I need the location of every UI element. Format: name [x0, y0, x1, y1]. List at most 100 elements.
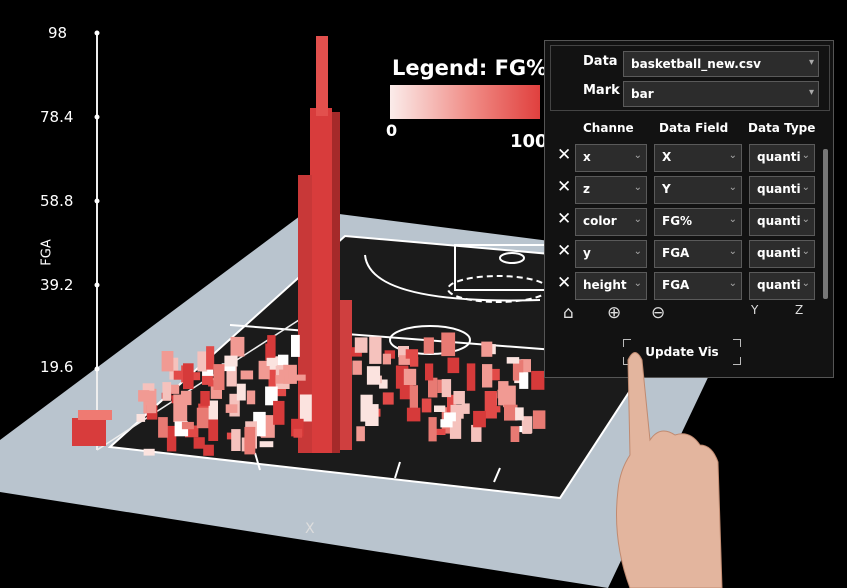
- y-tick-58: 58.8: [40, 192, 74, 210]
- court-bar: [466, 363, 476, 391]
- court-bar: [166, 425, 177, 452]
- type-value: quanti: [757, 182, 801, 196]
- chevron-down-icon: ⌄: [801, 278, 810, 289]
- channel-value: z: [583, 182, 590, 196]
- court-bar: [143, 448, 155, 456]
- channel-select-x[interactable]: x ⌄: [575, 144, 647, 172]
- court-bar: [236, 383, 246, 401]
- y-tick-39: 39.2: [40, 276, 74, 294]
- origin-cube: [72, 418, 106, 446]
- channel-value: color: [583, 214, 617, 228]
- field-select-x[interactable]: X ⌄: [654, 144, 742, 172]
- court-bar: [421, 398, 432, 413]
- chevron-down-icon: ▾: [808, 87, 814, 98]
- legend-min: 0: [386, 121, 398, 140]
- court-bar: [259, 441, 274, 448]
- court-bar: [225, 404, 238, 413]
- bar-side: [340, 300, 352, 450]
- panel-scrollbar[interactable]: [823, 149, 828, 299]
- basket-ring: [499, 252, 525, 264]
- field-select-color[interactable]: FG% ⌄: [654, 208, 742, 236]
- button-corner: [623, 339, 631, 347]
- court-bar: [268, 369, 280, 389]
- remove-row-y[interactable]: ✕: [557, 241, 572, 261]
- header-data-type: Data Type: [748, 121, 816, 135]
- field-select-height[interactable]: FGA ⌄: [654, 272, 742, 300]
- court-bar: [447, 357, 460, 374]
- court-bar: [265, 386, 278, 406]
- court-bar: [203, 444, 214, 456]
- court-bar: [230, 336, 245, 357]
- court-bar: [294, 374, 306, 381]
- court-bar: [246, 390, 256, 405]
- type-select-height[interactable]: quanti ⌄: [749, 272, 815, 300]
- court-bar: [443, 412, 456, 422]
- data-file-select[interactable]: basketball_new.csv ▾: [623, 51, 819, 77]
- y-tick-dot: [94, 198, 100, 204]
- button-corner: [623, 357, 631, 365]
- remove-row-height[interactable]: ✕: [557, 273, 572, 293]
- court-bar: [490, 368, 500, 381]
- field-value: FG%: [662, 214, 693, 228]
- chevron-down-icon: ⌄: [801, 246, 810, 257]
- chevron-down-icon: ⌄: [633, 246, 642, 257]
- remove-row-x[interactable]: ✕: [557, 145, 572, 165]
- field-value: FGA: [662, 278, 690, 292]
- zoom-in-icon[interactable]: ⊕: [607, 303, 622, 323]
- court-bar: [382, 392, 394, 405]
- zoom-out-icon[interactable]: ⊖: [651, 303, 666, 323]
- rotate-z-icon[interactable]: Z: [795, 303, 804, 317]
- bar-cluster: [136, 332, 546, 456]
- channel-select-y[interactable]: y ⌄: [575, 240, 647, 268]
- remove-row-color[interactable]: ✕: [557, 209, 572, 229]
- config-panel: Data basketball_new.csv ▾ Mark bar ▾ Chann…: [544, 40, 834, 378]
- chevron-down-icon: ▾: [808, 57, 814, 68]
- channel-value: y: [583, 246, 591, 260]
- remove-row-z[interactable]: ✕: [557, 177, 572, 197]
- mark-select[interactable]: bar ▾: [623, 81, 819, 107]
- type-select-x[interactable]: quanti ⌄: [749, 144, 815, 172]
- channel-select-color[interactable]: color ⌄: [575, 208, 647, 236]
- type-select-y[interactable]: quanti ⌄: [749, 240, 815, 268]
- field-value: X: [662, 150, 672, 164]
- mark-label: Mark: [583, 83, 620, 98]
- channel-value: x: [583, 150, 591, 164]
- court-bar: [441, 379, 452, 398]
- center-circle: [389, 325, 471, 355]
- court-bar: [226, 360, 237, 387]
- y-tick-78: 78.4: [40, 108, 74, 126]
- field-value: Y: [662, 182, 671, 196]
- court-bar: [531, 370, 545, 390]
- court-bar: [519, 372, 529, 389]
- court-bar: [532, 410, 546, 429]
- court-bar: [181, 421, 194, 430]
- type-select-z[interactable]: quanti ⌄: [749, 176, 815, 204]
- court-bar: [291, 334, 300, 357]
- court-bar: [173, 370, 187, 380]
- field-select-y[interactable]: FGA ⌄: [654, 240, 742, 268]
- channel-select-z[interactable]: z ⌄: [575, 176, 647, 204]
- y-tick-98: 98: [48, 24, 68, 42]
- bar-main-shade: [332, 112, 340, 453]
- court-bar: [258, 360, 270, 380]
- type-select-color[interactable]: quanti ⌄: [749, 208, 815, 236]
- type-value: quanti: [757, 278, 801, 292]
- home-icon[interactable]: ⌂: [563, 303, 574, 323]
- court-bar: [482, 364, 493, 388]
- court-bar: [503, 385, 516, 408]
- court-bar: [189, 372, 201, 381]
- button-corner: [733, 339, 741, 347]
- court-tick-2: [394, 461, 401, 479]
- rotate-y-icon[interactable]: Y: [751, 303, 759, 317]
- court-bar: [366, 366, 381, 385]
- court-bar: [512, 360, 524, 381]
- court-bar: [266, 357, 277, 366]
- court-bar: [504, 404, 518, 421]
- court-bar: [208, 419, 219, 441]
- court-bar: [244, 426, 256, 455]
- update-vis-button[interactable]: Update Vis: [623, 339, 741, 365]
- field-select-z[interactable]: Y ⌄: [654, 176, 742, 204]
- channel-select-height[interactable]: height ⌄: [575, 272, 647, 300]
- y-tick-dot: [94, 30, 100, 36]
- court-bar: [428, 377, 438, 398]
